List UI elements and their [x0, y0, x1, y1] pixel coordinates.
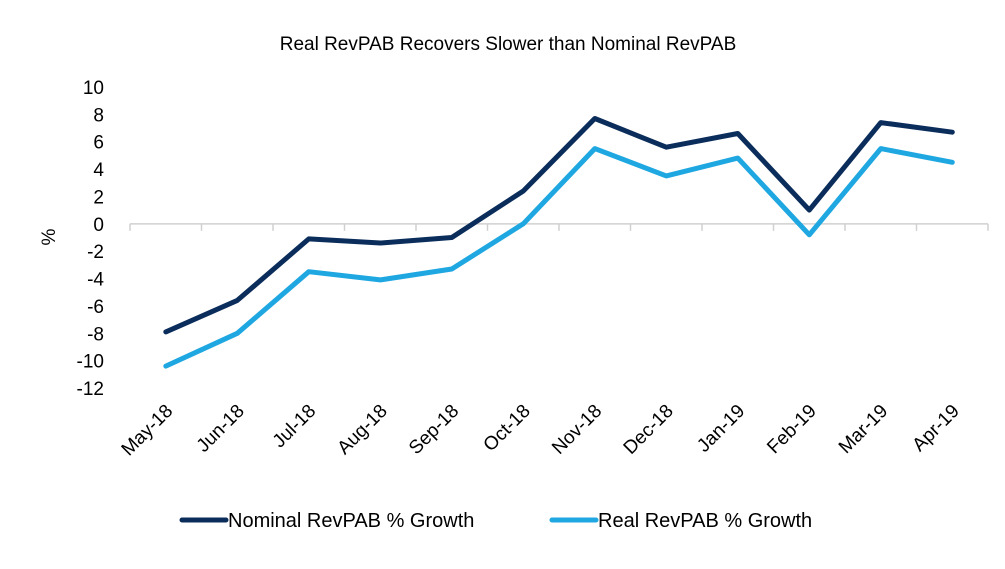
- x-tick-label: Apr-19: [909, 401, 964, 456]
- x-tick-label: May-18: [118, 401, 178, 461]
- y-tick-label: 4: [93, 160, 104, 181]
- y-tick-label: 0: [93, 215, 104, 236]
- y-tick-label: 2: [93, 187, 104, 208]
- y-tick-label: -6: [87, 297, 104, 318]
- y-tick-label: -2: [87, 242, 104, 263]
- y-axis-ticks: 10 8 6 4 2 0 -2 -4 -6 -8 -10 -12: [77, 78, 105, 400]
- x-axis: [129, 223, 989, 231]
- y-axis-label: %: [39, 228, 60, 245]
- y-tick-label: -10: [77, 352, 104, 373]
- x-tick-label: Aug-18: [334, 401, 392, 459]
- series-lines: [163, 116, 955, 369]
- x-tick-label: Jan-19: [693, 401, 749, 457]
- x-tick-label: Nov-18: [548, 401, 606, 459]
- y-tick-label: -12: [77, 379, 104, 400]
- x-tick-label: Feb-19: [763, 401, 820, 458]
- x-tick-label: Mar-19: [835, 401, 892, 458]
- chart-title: Real RevPAB Recovers Slower than Nominal…: [280, 34, 737, 55]
- legend-label: Nominal RevPAB % Growth: [228, 510, 474, 532]
- x-axis-tick-labels: May-18 Jun-18 Jul-18 Aug-18 Sep-18 Oct-18 Nov-…: [118, 401, 964, 461]
- y-tick-label: -4: [87, 270, 104, 291]
- y-tick-label: 8: [93, 105, 104, 126]
- series-line-real: [163, 146, 955, 369]
- series-line-nominal: [163, 116, 955, 335]
- y-tick-label: -8: [87, 324, 104, 345]
- legend-label: Real RevPAB % Growth: [598, 510, 812, 532]
- y-tick-label: 6: [93, 133, 104, 154]
- x-tick-label: Jun-18: [193, 401, 249, 457]
- x-tick-label: Sep-18: [405, 401, 463, 459]
- y-tick-label: 10: [83, 78, 104, 99]
- legend: Nominal RevPAB % Growth Real RevPAB % Gro…: [179, 510, 812, 532]
- x-tick-label: Oct-18: [480, 401, 535, 456]
- x-tick-label: Jul-18: [269, 401, 320, 452]
- x-tick-label: Dec-18: [620, 401, 678, 459]
